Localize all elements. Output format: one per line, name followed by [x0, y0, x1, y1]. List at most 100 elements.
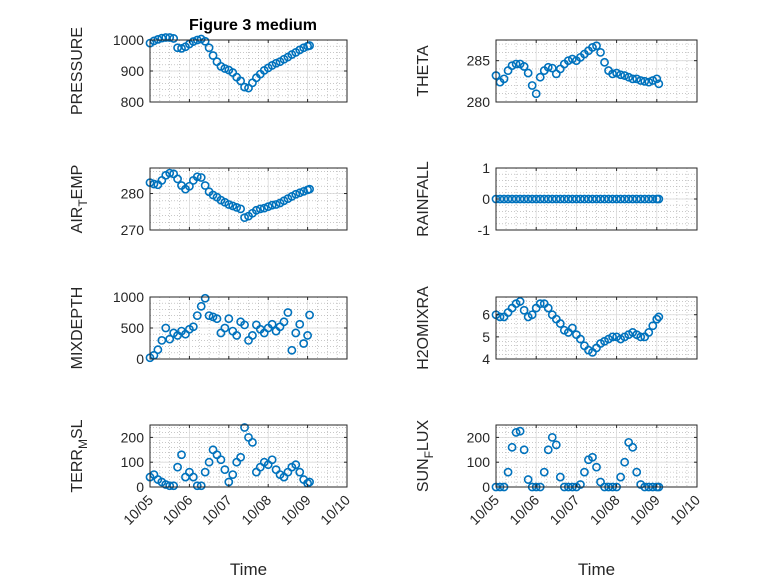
data-point — [299, 339, 309, 348]
data-point — [165, 33, 175, 42]
data-point — [511, 59, 521, 69]
data-point — [527, 310, 537, 320]
y-axis-label: THETA — [415, 45, 432, 97]
data-point — [616, 194, 626, 204]
y-tick-label: -1 — [478, 222, 491, 238]
data-point — [263, 202, 273, 212]
data-point — [523, 475, 533, 484]
x-tick-label: 10/10 — [667, 492, 703, 528]
subplot-air-temp: 270 280 AIRTEMP — [69, 165, 348, 238]
data-point — [192, 172, 202, 182]
data-point — [196, 173, 206, 182]
data-point — [255, 204, 265, 214]
data-point — [177, 450, 186, 460]
data-point — [165, 334, 175, 344]
data-point — [543, 194, 553, 204]
data-point — [567, 323, 577, 333]
data-point — [559, 194, 569, 204]
data-point — [636, 76, 646, 85]
y-tick-label: 0 — [482, 479, 490, 495]
data-point — [224, 200, 234, 209]
data-point — [608, 194, 617, 204]
data-point — [251, 205, 261, 215]
data-point — [535, 194, 545, 204]
data-point — [543, 445, 553, 455]
data-point — [232, 331, 242, 340]
data-point — [608, 332, 617, 342]
data-point — [499, 74, 509, 84]
x-tick-label: 10/05 — [120, 492, 156, 528]
data-point — [515, 194, 525, 204]
data-point — [628, 442, 638, 452]
data-point — [584, 194, 593, 204]
data-point — [648, 321, 658, 331]
y-tick-label: 1 — [482, 160, 490, 176]
data-point — [291, 328, 301, 338]
x-axis-label: Time — [230, 560, 267, 579]
data-point — [519, 305, 529, 315]
data-point — [563, 194, 573, 204]
y-tick-label: 0 — [136, 479, 144, 495]
data-point — [192, 311, 202, 320]
y-tick-label: 6 — [482, 307, 490, 323]
data-point — [161, 480, 171, 489]
figure-title: Figure 3 medium — [189, 17, 317, 34]
data-point — [212, 314, 222, 324]
y-tick-label: 0 — [136, 351, 144, 367]
data-point — [188, 322, 198, 332]
data-point — [267, 455, 277, 465]
y-tick-label: 4 — [482, 351, 490, 367]
data-point — [295, 467, 305, 477]
data-point — [620, 194, 630, 204]
data-point — [305, 310, 314, 320]
data-point — [507, 442, 517, 452]
data-point — [208, 51, 218, 60]
subplot-h2omixra: 4 5 6 H2OMIXRA — [415, 286, 698, 370]
data-point — [519, 194, 529, 204]
data-point — [555, 319, 565, 328]
data-point — [295, 188, 305, 198]
x-axis-label: Time — [578, 560, 615, 579]
y-tick-label: 5 — [482, 329, 490, 345]
data-point — [616, 472, 626, 482]
data-point — [608, 69, 617, 79]
data-point — [636, 194, 646, 204]
x-tick-label: 10/09 — [278, 492, 314, 528]
axes-frame — [495, 296, 698, 360]
data-point — [535, 299, 545, 309]
data-point — [588, 452, 597, 462]
subplot-pressure: 800 900 1000 PRESSURE — [69, 27, 348, 115]
data-point — [576, 194, 585, 204]
y-axis-label: SUNFLUX — [415, 420, 436, 493]
data-point — [600, 57, 609, 67]
data-point — [592, 462, 601, 472]
subplot-mixdepth: 0 500 1000 MIXDEPTH — [69, 287, 348, 369]
axes-frame — [495, 39, 698, 103]
data-point — [555, 472, 565, 482]
data-point — [527, 81, 537, 90]
data-point — [632, 194, 642, 204]
x-tick-label: 10/06 — [506, 492, 542, 528]
data-point — [539, 194, 549, 204]
y-axis-label: AIRTEMP — [69, 165, 90, 234]
data-point — [153, 34, 163, 44]
y-tick-label: 900 — [121, 63, 145, 79]
data-point — [576, 334, 585, 344]
subplot-rainfall: -1 0 1 RAINFALL — [415, 160, 698, 238]
data-point — [271, 200, 281, 209]
x-tick-label: 10/06 — [159, 492, 195, 528]
data-point — [224, 314, 234, 324]
data-point — [291, 460, 301, 470]
data-point — [169, 481, 179, 491]
axes-frame — [149, 167, 348, 231]
data-point — [236, 204, 246, 214]
y-axis-label: PRESSURE — [69, 27, 86, 115]
data-point — [173, 174, 182, 184]
data-point — [236, 452, 246, 462]
data-point — [283, 308, 293, 317]
data-point — [161, 323, 171, 333]
data-point — [196, 481, 206, 491]
data-point — [523, 68, 533, 78]
data-point — [240, 423, 249, 432]
